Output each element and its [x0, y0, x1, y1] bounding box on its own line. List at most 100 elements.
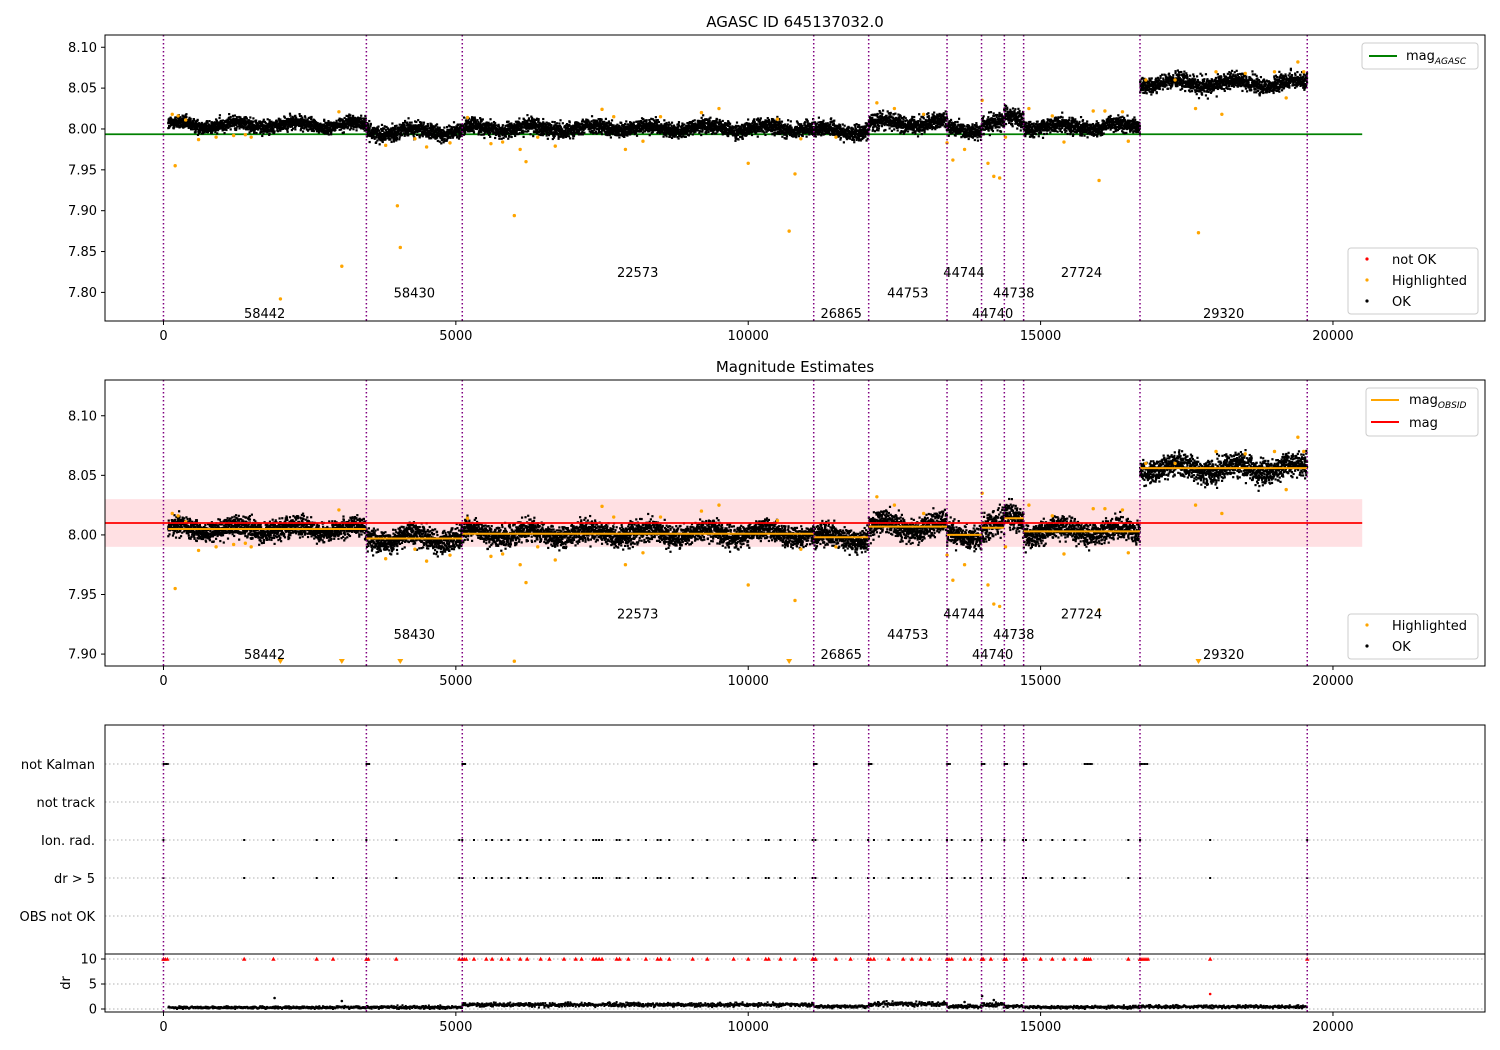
- ok-point: [573, 133, 576, 136]
- ok-point: [343, 124, 347, 127]
- ok-point: [298, 112, 301, 116]
- ok-point: [747, 118, 750, 121]
- ok-point: [403, 121, 407, 124]
- ok-point: [352, 122, 355, 126]
- ok-point: [803, 121, 807, 124]
- ok-point: [406, 123, 409, 126]
- ok-point: [320, 130, 323, 133]
- ok-point: [417, 129, 420, 133]
- ok-point: [348, 113, 351, 116]
- ok-point: [300, 117, 303, 121]
- ok-point: [250, 126, 253, 130]
- ok-point: [398, 123, 401, 126]
- ok-point: [172, 127, 175, 130]
- ok-point: [172, 120, 175, 123]
- ok-point: [561, 122, 564, 125]
- ok-point: [205, 126, 208, 130]
- ok-point: [219, 123, 222, 127]
- ok-point: [288, 112, 292, 115]
- ok-point: [354, 118, 357, 122]
- ok-point: [553, 121, 556, 124]
- ok-point: [596, 121, 599, 124]
- ok-point: [476, 119, 479, 122]
- ok-point: [204, 122, 208, 126]
- ok-point: [443, 139, 446, 142]
- ok-point: [590, 115, 594, 118]
- ok-point: [360, 121, 363, 124]
- ok-point: [456, 123, 459, 127]
- ok-point: [805, 135, 808, 138]
- ok-point: [176, 120, 180, 123]
- ok-point: [378, 129, 381, 132]
- ok-point: [323, 132, 327, 135]
- ok-point: [413, 132, 416, 135]
- ok-point: [550, 124, 553, 127]
- ok-point: [271, 124, 274, 127]
- ok-point: [350, 125, 353, 128]
- ok-point: [181, 117, 184, 120]
- ok-point: [379, 131, 382, 134]
- ok-point: [656, 119, 659, 122]
- ok-point: [273, 122, 276, 125]
- ok-point: [384, 137, 387, 140]
- ok-point: [363, 122, 367, 125]
- ok-point: [273, 130, 276, 133]
- ok-point: [385, 132, 389, 135]
- ok-point: [263, 120, 267, 124]
- ok-point: [362, 123, 365, 126]
- ok-point: [377, 133, 380, 136]
- ok-point: [282, 119, 285, 123]
- ok-point: [210, 131, 213, 135]
- ok-point: [231, 120, 234, 124]
- ok-point: [233, 114, 237, 117]
- ok-point: [248, 124, 251, 127]
- ok-point: [404, 132, 407, 135]
- ok-point: [412, 134, 415, 137]
- ok-point: [785, 135, 789, 138]
- ok-point: [346, 127, 349, 130]
- ok-point: [407, 126, 410, 129]
- ok-point: [187, 122, 190, 125]
- ok-point: [408, 123, 411, 126]
- ok-point: [285, 118, 288, 121]
- ok-point: [654, 116, 657, 119]
- ok-point: [302, 122, 305, 126]
- ok-point: [284, 125, 287, 128]
- ok-point: [702, 114, 705, 117]
- ok-point: [388, 135, 392, 138]
- ok-point: [211, 129, 214, 133]
- ok-point: [173, 126, 176, 129]
- ok-point: [427, 124, 430, 128]
- ok-point: [498, 135, 501, 138]
- ok-point: [239, 120, 242, 123]
- ok-point: [280, 123, 283, 126]
- ok-point: [398, 138, 401, 141]
- ok-point: [315, 121, 318, 124]
- ok-point: [341, 131, 344, 135]
- ok-point: [338, 117, 341, 120]
- ok-point: [228, 117, 231, 120]
- ok-point: [301, 130, 305, 133]
- ok-point: [407, 117, 410, 120]
- ok-point: [225, 119, 228, 122]
- ok-point: [213, 128, 217, 131]
- ok-point: [384, 128, 387, 132]
- ok-point: [182, 115, 185, 118]
- ok-point: [662, 135, 665, 138]
- ok-point: [305, 126, 308, 129]
- ok-point: [684, 135, 687, 138]
- ok-point: [403, 124, 406, 127]
- ok-point: [741, 137, 744, 140]
- ok-point: [438, 126, 441, 129]
- ok-point: [342, 125, 345, 129]
- ok-point: [237, 119, 240, 122]
- ok-point: [501, 124, 504, 127]
- ok-point: [235, 127, 238, 130]
- ok-point: [391, 122, 394, 125]
- ok-point: [191, 125, 195, 128]
- ok-point: [412, 126, 415, 129]
- ok-point: [286, 127, 290, 130]
- ok-point: [248, 119, 251, 122]
- ok-point: [187, 119, 190, 122]
